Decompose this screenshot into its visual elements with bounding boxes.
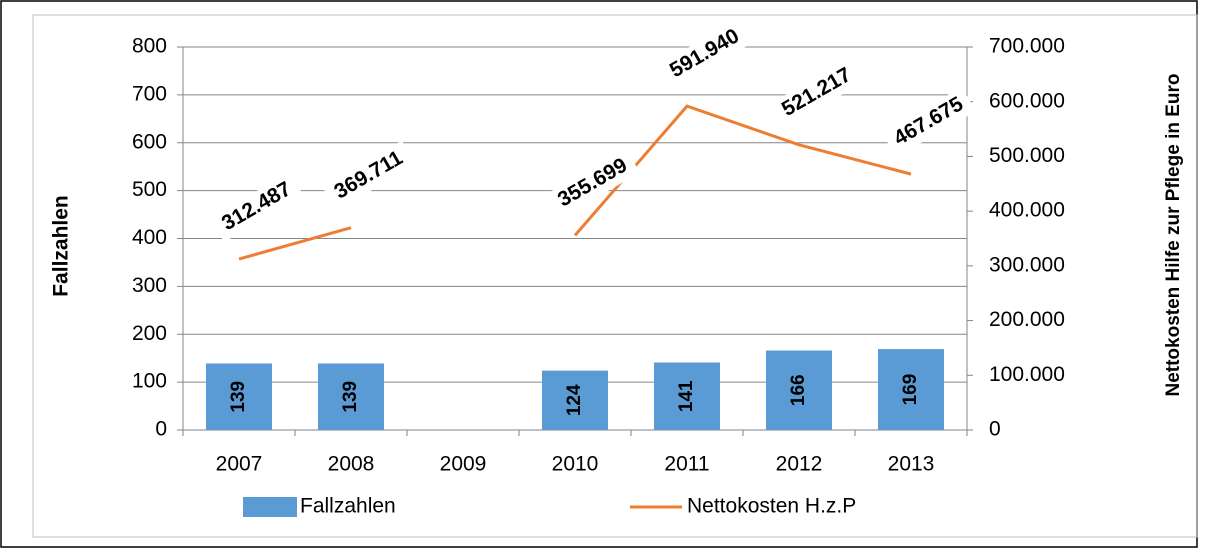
y2-axis-title: Nettokosten Hilfe zur Pflege in Euro <box>1163 73 1184 397</box>
x-tick-label: 2012 <box>776 453 823 476</box>
y-tick-label: 500 <box>132 178 167 201</box>
bar <box>766 350 832 430</box>
bar <box>318 363 384 430</box>
data-label-bg <box>882 86 976 158</box>
y2-tick-label: 700.000 <box>989 35 1065 58</box>
x-tick-label: 2009 <box>440 453 487 476</box>
legend-label: Fallzahlen <box>300 495 396 518</box>
y-axis-title: Fallzahlen <box>50 195 73 297</box>
bar-label: 141 <box>676 380 697 412</box>
y2-tick-label: 400.000 <box>989 199 1065 222</box>
y2-tick-label: 0 <box>989 418 1001 441</box>
y2-tick-label: 200.000 <box>989 308 1065 331</box>
y2-tick-label: 600.000 <box>989 89 1065 112</box>
legend-swatch <box>243 497 297 517</box>
bar <box>878 349 944 430</box>
y2-tick-label: 300.000 <box>989 253 1065 276</box>
data-label-bg <box>546 148 640 219</box>
y-tick-label: 400 <box>132 226 167 249</box>
y-tick-label: 600 <box>132 130 167 153</box>
bar <box>206 363 272 430</box>
y-tick-label: 300 <box>132 274 167 297</box>
x-tick-label: 2007 <box>216 453 263 476</box>
data-label: 355.699 <box>546 148 640 219</box>
data-label-bg <box>322 140 416 211</box>
y-tick-label: 800 <box>132 35 167 58</box>
bar-label: 139 <box>340 381 361 413</box>
data-label-bg <box>770 57 864 128</box>
y-tick-label: 200 <box>132 322 167 345</box>
data-label: 521.217 <box>770 57 864 128</box>
y2-tick-label: 500.000 <box>989 144 1065 167</box>
y2-tick-label: 100.000 <box>989 363 1065 386</box>
chart-frame <box>32 14 1198 538</box>
x-tick-label: 2008 <box>328 453 375 476</box>
x-tick-label: 2010 <box>552 453 599 476</box>
bar-label: 124 <box>564 384 585 416</box>
bar <box>654 362 720 430</box>
x-tick-label: 2013 <box>888 453 935 476</box>
data-label-bg <box>210 171 304 243</box>
data-label: 467.675 <box>882 86 976 158</box>
data-label: 312.487 <box>210 171 304 243</box>
y-tick-label: 100 <box>132 370 167 393</box>
y-tick-label: 0 <box>155 418 167 441</box>
bar-label: 169 <box>900 374 921 406</box>
data-label-bg <box>658 18 752 90</box>
data-label: 591.940 <box>658 18 752 90</box>
legend-label: Nettokosten H.z.P <box>687 495 856 518</box>
bar <box>542 370 608 430</box>
data-label: 369.711 <box>322 140 416 211</box>
y-tick-label: 700 <box>132 82 167 105</box>
bar-label: 166 <box>788 374 809 406</box>
bar-label: 139 <box>228 381 249 413</box>
x-tick-label: 2011 <box>664 453 709 476</box>
